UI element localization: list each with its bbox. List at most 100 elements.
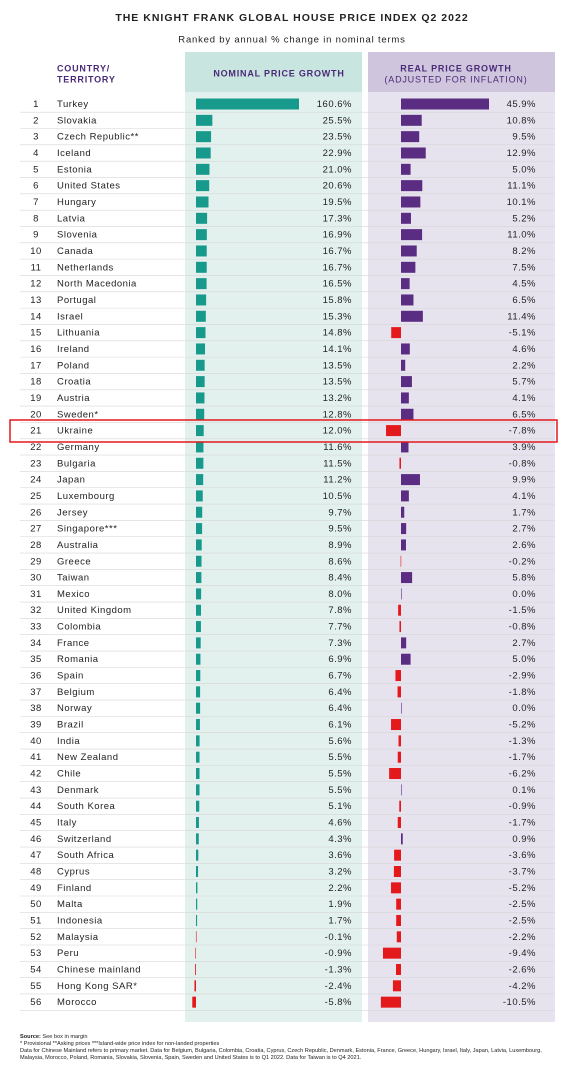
- value-label: 0.9%: [512, 834, 536, 845]
- rank: 12: [30, 279, 42, 290]
- legend-entry: REAL PRICE GROWTH: [400, 63, 511, 73]
- bar: [396, 963, 401, 975]
- category-label: North Macedonia: [57, 279, 137, 290]
- bar: [195, 947, 197, 959]
- bar: [401, 539, 406, 551]
- value-label: 5.2%: [512, 213, 536, 224]
- value-label: 4.3%: [328, 834, 352, 845]
- rank: 55: [30, 981, 42, 992]
- category-label: Morocco: [57, 997, 97, 1008]
- value-label: 13.5%: [323, 377, 352, 388]
- bar: [401, 376, 412, 388]
- category-label: Cyprus: [57, 867, 90, 878]
- bar: [392, 980, 401, 992]
- category-label: Jersey: [57, 507, 88, 518]
- bar: [401, 441, 409, 453]
- value-label: 6.5%: [512, 295, 536, 306]
- bar: [196, 392, 205, 404]
- category-label: Slovakia: [57, 115, 97, 126]
- value-label: 11.0%: [507, 230, 536, 241]
- value-label: 21.0%: [323, 164, 352, 175]
- rank: 49: [30, 883, 42, 894]
- bar: [401, 98, 489, 110]
- value-label: 7.7%: [328, 622, 352, 633]
- value-label: -0.2%: [509, 556, 536, 567]
- bar: [196, 343, 206, 355]
- bar: [401, 833, 403, 845]
- bar: [401, 310, 423, 322]
- value-label: 4.6%: [328, 818, 352, 829]
- bar: [196, 653, 201, 665]
- bar: [196, 229, 207, 241]
- value-label: 16.5%: [323, 279, 352, 290]
- category-label: New Zealand: [57, 752, 118, 763]
- value-label: 6.1%: [328, 720, 352, 731]
- rank: 22: [30, 442, 42, 453]
- category-label: South Africa: [57, 850, 114, 861]
- value-label: 4.6%: [512, 344, 536, 355]
- rank: 33: [30, 622, 42, 633]
- value-label: 1.9%: [328, 899, 352, 910]
- value-label: 45.9%: [507, 99, 536, 110]
- value-label: -5.1%: [509, 328, 536, 339]
- bar: [196, 686, 201, 698]
- bar: [401, 343, 410, 355]
- value-label: 3.6%: [328, 850, 352, 861]
- bar: [399, 457, 401, 469]
- rank: 43: [30, 785, 42, 796]
- value-label: 8.9%: [328, 540, 352, 551]
- bar: [196, 882, 198, 894]
- value-label: 5.0%: [512, 654, 536, 665]
- value-label: 1.7%: [512, 507, 536, 518]
- bar: [196, 212, 208, 224]
- rank: 6: [33, 181, 39, 192]
- bar: [196, 833, 199, 845]
- category-label: Netherlands: [57, 262, 114, 273]
- bar: [397, 686, 401, 698]
- category-label: Brazil: [57, 720, 84, 731]
- value-label: 11.4%: [507, 311, 536, 322]
- bar: [398, 604, 401, 616]
- value-label: -2.5%: [509, 899, 536, 910]
- category-label: Japan: [57, 475, 85, 486]
- value-label: 3.9%: [512, 442, 536, 453]
- bar: [196, 261, 207, 273]
- value-label: -1.7%: [509, 752, 536, 763]
- bar: [401, 294, 414, 306]
- rank: 44: [30, 801, 42, 812]
- bar: [196, 359, 205, 371]
- source: Source: See box in margin: [20, 1034, 565, 1041]
- bar: [401, 180, 423, 192]
- rank: 42: [30, 769, 42, 780]
- value-label: 0.0%: [512, 703, 536, 714]
- bar: [401, 359, 406, 371]
- rank: 36: [30, 671, 42, 682]
- bar: [195, 963, 196, 975]
- category-label: Croatia: [57, 377, 91, 388]
- category-label: Peru: [57, 948, 79, 959]
- bar: [380, 996, 401, 1008]
- bar: [386, 425, 401, 437]
- rank: 29: [30, 556, 42, 567]
- column-header: COUNTRY/: [57, 63, 110, 73]
- value-label: -1.8%: [509, 687, 536, 698]
- value-label: 22.9%: [323, 148, 352, 159]
- bar: [196, 751, 200, 763]
- bar: [382, 947, 401, 959]
- rank: 11: [31, 262, 42, 273]
- bar: [401, 588, 402, 600]
- chart-title: THE KNIGHT FRANK GLOBAL HOUSE PRICE INDE…: [115, 12, 468, 24]
- rank: 8: [33, 213, 39, 224]
- bar: [196, 849, 199, 861]
- value-label: 9.5%: [328, 524, 352, 535]
- category-label: Taiwan: [57, 573, 90, 584]
- value-label: -3.7%: [509, 867, 536, 878]
- value-label: 5.1%: [328, 801, 352, 812]
- value-label: 6.9%: [328, 654, 352, 665]
- bar: [401, 408, 414, 420]
- value-label: 5.6%: [328, 736, 352, 747]
- value-label: -1.5%: [509, 605, 536, 616]
- category-label: Bulgaria: [57, 458, 96, 469]
- bar: [196, 457, 204, 469]
- value-label: 15.8%: [323, 295, 352, 306]
